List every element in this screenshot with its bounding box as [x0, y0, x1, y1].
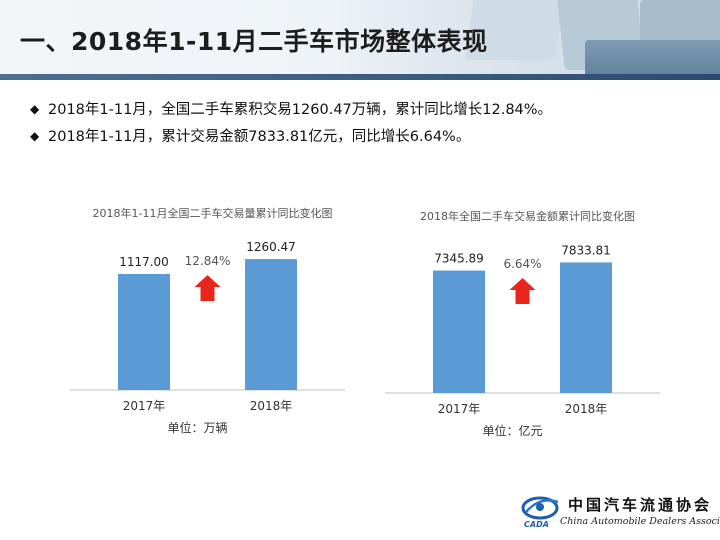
bar-2 — [560, 262, 612, 393]
logo-chinese-name: 中国汽车流通协会 — [568, 496, 713, 514]
volume-chart-svg: 2018年1-11月全国二手车交易量累计同比变化图 1117.00 2017年 126… — [70, 206, 345, 435]
x-tick-label: 2018年 — [565, 402, 608, 416]
volume-chart: 2018年1-11月全国二手车交易量累计同比变化图 1117.00 2017年 126… — [70, 195, 370, 445]
bar-1 — [433, 270, 485, 393]
unit-label: 单位：亿元 — [482, 423, 542, 438]
data-label: 7345.89 — [434, 252, 484, 266]
bullet-text: 2018年1-11月，累计交易金额7833.81亿元，同比增长6.64%。 — [48, 129, 471, 145]
x-tick-label: 2018年 — [250, 399, 293, 413]
cada-logo-icon — [521, 496, 559, 520]
diamond-bullet-icon: ◆ — [30, 101, 40, 116]
x-tick-label: 2017年 — [123, 399, 166, 413]
page-title: 一、2018年1-11月二手车市场整体表现 — [20, 27, 488, 56]
header-decoration — [585, 40, 720, 78]
data-label: 1117.00 — [119, 255, 169, 269]
diamond-bullet-icon: ◆ — [30, 128, 40, 143]
slide-header: 一、2018年1-11月二手车市场整体表现 — [0, 0, 720, 78]
amount-chart: 2018年全国二手车交易金额累计同比变化图 7345.89 2017年 7833.81… — [385, 198, 685, 448]
amount-chart-svg: 2018年全国二手车交易金额累计同比变化图 7345.89 2017年 7833.81… — [385, 209, 660, 438]
logo-abbreviation: CADA — [524, 520, 549, 529]
header-divider — [0, 74, 720, 80]
bullet-item: ◆ 2018年1-11月，全国二手车累积交易1260.47万辆，累计同比增长12… — [30, 95, 552, 122]
up-arrow-icon — [509, 278, 536, 304]
bullet-text: 2018年1-11月，全国二手车累积交易1260.47万辆，累计同比增长12.8… — [48, 102, 553, 118]
up-arrow-icon — [194, 275, 221, 301]
chart-title: 2018年1-11月全国二手车交易量累计同比变化图 — [93, 206, 333, 220]
growth-rate-label: 12.84% — [185, 254, 231, 268]
bullet-item: ◆ 2018年1-11月，累计交易金额7833.81亿元，同比增长6.64%。 — [30, 122, 552, 149]
data-label: 1260.47 — [246, 240, 296, 254]
chart-title: 2018年全国二手车交易金额累计同比变化图 — [420, 209, 635, 223]
growth-rate-label: 6.64% — [503, 257, 541, 271]
bullet-list: ◆ 2018年1-11月，全国二手车累积交易1260.47万辆，累计同比增长12… — [30, 95, 552, 149]
data-label: 7833.81 — [561, 243, 611, 257]
cada-logo: CADA 中国汽车流通协会 China Automobile Dealers A… — [518, 492, 720, 536]
logo-english-name: China Automobile Dealers Association — [560, 516, 720, 527]
unit-label: 单位：万辆 — [167, 420, 227, 435]
x-tick-label: 2017年 — [438, 402, 481, 416]
bar-1 — [118, 274, 170, 390]
bar-2 — [245, 259, 297, 390]
